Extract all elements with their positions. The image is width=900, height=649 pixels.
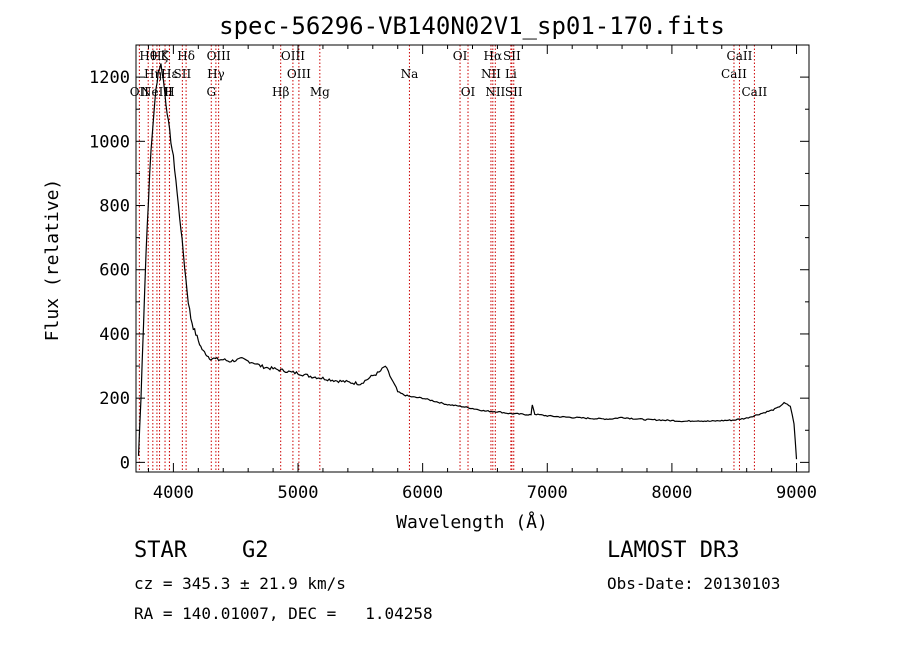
line-label: OIII: [287, 67, 311, 81]
x-tick-label: 6000: [402, 483, 443, 503]
y-axis-ticks: 0 200 400 600 800 1000 1200: [89, 44, 809, 473]
line-label: OII: [130, 85, 150, 99]
line-label: CaII: [741, 85, 767, 99]
object-subclass: G2: [242, 538, 269, 563]
line-label: Hε: [161, 67, 178, 81]
line-label: Hθ: [139, 49, 157, 63]
x-axis-label: Wavelength (Å): [396, 511, 548, 533]
y-tick-label: 0: [120, 453, 130, 473]
chart-title: spec-56296-VB140N02V1_sp01-170.fits: [219, 12, 725, 40]
line-label: K: [161, 49, 171, 63]
y-tick-label: 200: [99, 389, 130, 409]
coordinates-text: RA = 140.01007, DEC = 1.04258: [134, 604, 433, 623]
y-tick-label: 1000: [89, 132, 130, 152]
line-label: H: [164, 85, 174, 99]
x-tick-label: 8000: [651, 483, 692, 503]
line-label: Hδ: [177, 49, 195, 63]
line-label: Hγ: [207, 67, 225, 81]
line-label: OIII: [281, 49, 305, 63]
y-tick-label: 600: [99, 261, 130, 281]
line-label: Hζ: [151, 49, 168, 63]
line-label: Hα: [484, 49, 503, 63]
line-label: Li: [505, 67, 517, 81]
x-tick-label: 5000: [278, 483, 319, 503]
line-label: CaII: [727, 49, 753, 63]
line-label: OI: [453, 49, 468, 63]
line-label: CaII: [721, 67, 747, 81]
line-label: SII: [503, 49, 521, 63]
line-label: Na: [401, 67, 419, 81]
survey-name: LAMOST DR3: [607, 538, 740, 563]
x-tick-label: 7000: [527, 483, 568, 503]
line-label: NII: [485, 85, 505, 99]
line-label: Mg: [310, 85, 330, 99]
y-tick-label: 1200: [89, 68, 130, 88]
x-tick-label: 4000: [153, 483, 194, 503]
spectral-line-labels: OIIHθHηNeIIIHζKHεHSIIHδGHγOIIIHβOIIIOIII…: [130, 49, 768, 99]
x-tick-label: 9000: [776, 483, 817, 503]
line-label: NII: [481, 67, 501, 81]
y-tick-label: 400: [99, 325, 130, 345]
line-label: SII: [505, 85, 523, 99]
line-label: Hβ: [272, 85, 289, 99]
spectrum-line: [137, 63, 798, 460]
line-label: OI: [461, 85, 476, 99]
x-axis-ticks: 4000 5000 6000 7000 8000 9000: [147, 45, 817, 503]
line-label: OIII: [207, 49, 231, 63]
y-axis-label: Flux (relative): [42, 179, 63, 342]
redshift-text: cz = 345.3 ± 21.9 km/s: [134, 574, 346, 593]
y-tick-label: 800: [99, 197, 130, 217]
line-label: SII: [174, 67, 192, 81]
observation-date: Obs-Date: 20130103: [607, 574, 781, 593]
line-label: G: [206, 85, 216, 99]
spectral-line-markers: [138, 45, 755, 472]
object-class: STAR: [134, 538, 187, 563]
